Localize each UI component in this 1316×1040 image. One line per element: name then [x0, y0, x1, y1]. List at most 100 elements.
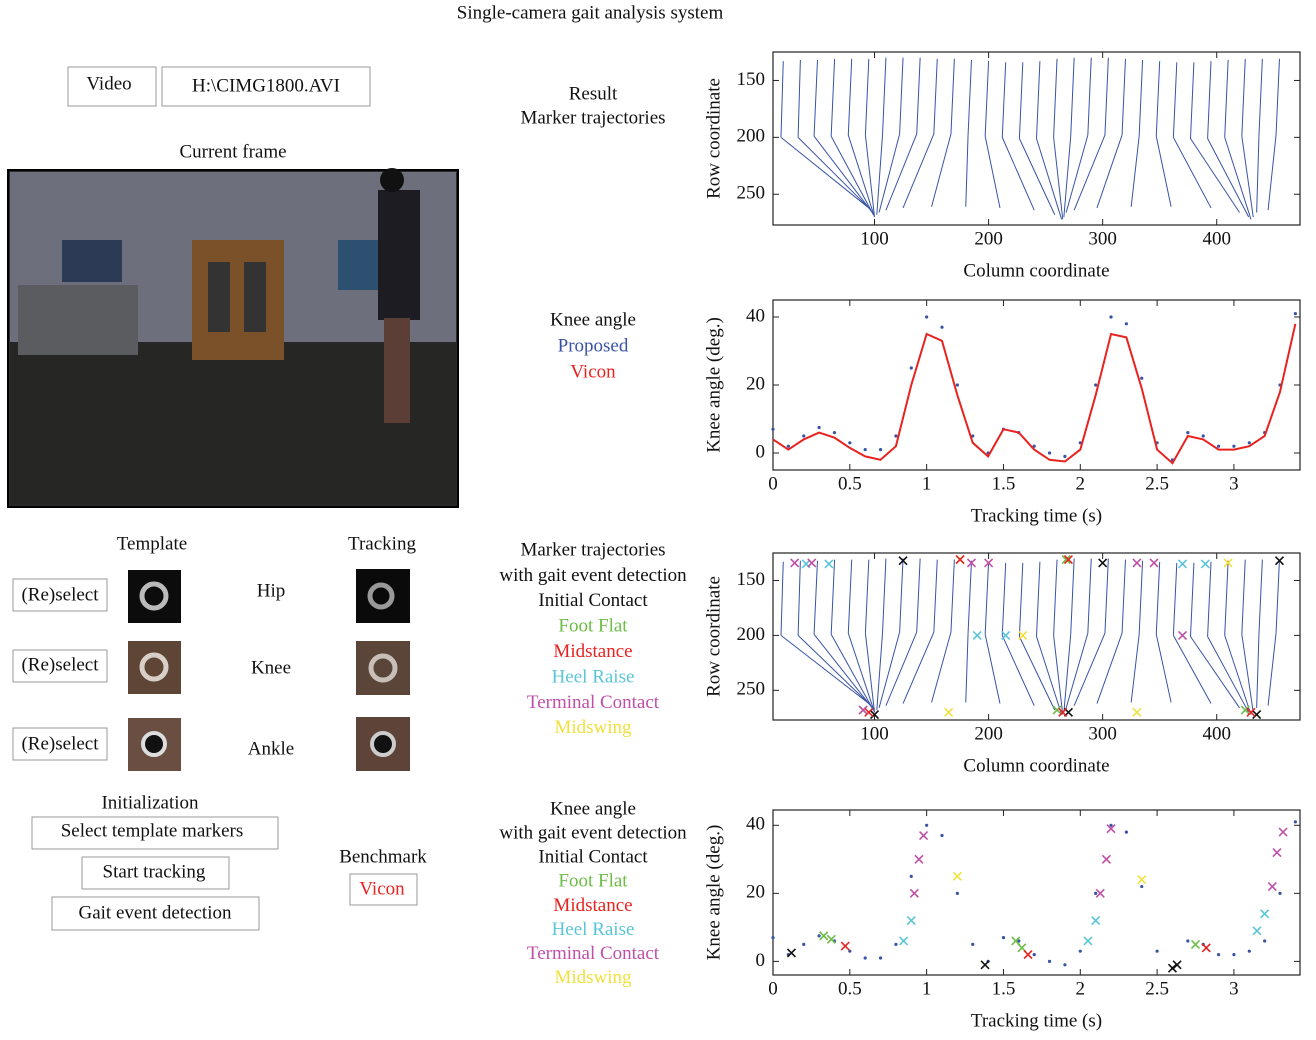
- thigh-segment: [1259, 59, 1262, 136]
- data-point: [1109, 824, 1112, 827]
- chart-title: with gait event detection: [499, 565, 687, 586]
- reselect-button[interactable]: (Re)select: [13, 650, 107, 682]
- data-point: [1048, 960, 1051, 963]
- thigh-segment: [1122, 560, 1125, 634]
- event-marker: [1261, 910, 1269, 918]
- event-marker: [1279, 828, 1287, 836]
- event-marker: [825, 560, 833, 568]
- shank-segment: [1268, 633, 1276, 706]
- y-tick-label: 250: [737, 679, 766, 700]
- legend-entry: Foot Flat: [558, 616, 628, 637]
- thigh-segment: [781, 61, 783, 137]
- data-point: [925, 315, 928, 318]
- thigh-segment: [865, 560, 868, 634]
- data-point: [1033, 953, 1036, 956]
- joint-label: Knee: [251, 657, 291, 678]
- shank-segment: [966, 135, 968, 207]
- thigh-segment: [900, 58, 903, 134]
- vicon-button[interactable]: Vicon: [350, 874, 417, 905]
- data-point: [1263, 939, 1266, 942]
- thigh-segment: [934, 560, 937, 633]
- x-tick-label: 200: [974, 723, 1003, 744]
- data-point: [1063, 963, 1066, 966]
- shank-segment: [1208, 139, 1249, 218]
- event-marker: [827, 935, 835, 943]
- y-tick-label: 200: [737, 624, 766, 645]
- shank-segment: [886, 632, 917, 706]
- legend-entry: Vicon: [570, 361, 616, 382]
- x-tick-label: 0: [768, 473, 778, 494]
- button-label: Select template markers: [61, 820, 244, 841]
- tracking-thumb: [356, 641, 410, 695]
- gait-analysis-app: Single-camera gait analysis system Video…: [0, 0, 1316, 1040]
- x-tick-label: 1: [922, 473, 932, 494]
- event-marker: [956, 556, 964, 564]
- shank-segment: [1257, 136, 1259, 212]
- charts: ResultMarker trajectories100200300400150…: [499, 52, 1300, 1031]
- event-marker: [1133, 708, 1141, 716]
- data-point: [802, 434, 805, 437]
- data-point: [956, 383, 959, 386]
- thigh-segment: [968, 60, 971, 135]
- event-marker: [1102, 855, 1110, 863]
- event-marker: [920, 832, 928, 840]
- data-point: [1140, 377, 1143, 380]
- benchmark-label: Benchmark: [339, 846, 427, 867]
- thigh-segment: [1156, 61, 1159, 136]
- y-axis-label: Knee angle (deg.): [703, 317, 724, 453]
- shank-segment: [1242, 136, 1253, 217]
- data-point: [833, 431, 836, 434]
- x-tick-label: 3: [1229, 473, 1239, 494]
- thigh-segment: [883, 58, 886, 135]
- shank-segment: [932, 134, 951, 207]
- event-marker: [1273, 849, 1281, 857]
- reselect-button[interactable]: (Re)select: [13, 579, 107, 611]
- y-tick-label: 40: [746, 305, 765, 326]
- data-point: [910, 875, 913, 878]
- legend-entry: Midswing: [554, 717, 632, 738]
- legend-entry: Terminal Contact: [527, 692, 660, 713]
- thigh-segment: [865, 59, 868, 135]
- thigh-segment: [900, 558, 903, 632]
- data-point: [1278, 892, 1281, 895]
- tracking-thumb: [356, 569, 410, 623]
- x-tick-label: 300: [1088, 228, 1117, 249]
- data-point: [864, 956, 867, 959]
- event-marker: [953, 872, 961, 880]
- reselect-button[interactable]: (Re)select: [13, 728, 107, 760]
- select-template-button[interactable]: Select template markers: [32, 817, 278, 849]
- start-tracking-button[interactable]: Start tracking: [82, 857, 229, 889]
- video-button[interactable]: Video: [68, 67, 156, 106]
- shank-segment: [1268, 135, 1276, 210]
- plot-frame: [773, 810, 1300, 975]
- shank-segment: [1131, 634, 1139, 702]
- data-point: [910, 366, 913, 369]
- data-point: [1294, 820, 1297, 823]
- button-label: (Re)select: [21, 733, 99, 754]
- event-marker: [945, 708, 953, 716]
- x-tick-label: 0.5: [838, 978, 862, 999]
- thigh-segment: [798, 60, 800, 137]
- gait-event-button[interactable]: Gait event detection: [52, 897, 259, 930]
- chart-title: Marker trajectories: [520, 539, 665, 560]
- thigh-segment: [1002, 62, 1005, 137]
- thigh-segment: [985, 562, 988, 635]
- joint-label: Ankle: [248, 738, 294, 759]
- x-tick-label: 3: [1229, 978, 1239, 999]
- event-marker: [1202, 944, 1210, 952]
- legend-entry: Initial Contact: [538, 847, 648, 868]
- data-point: [940, 326, 943, 329]
- shank-segment: [1156, 136, 1171, 207]
- data-point: [879, 956, 882, 959]
- y-tick-label: 40: [746, 814, 765, 835]
- shank-segment: [1173, 635, 1211, 703]
- shank-segment: [886, 134, 917, 210]
- x-tick-label: 100: [860, 228, 889, 249]
- data-point: [879, 448, 882, 451]
- video-path-box[interactable]: H:\CIMG1800.AVI: [162, 67, 370, 106]
- thigh-segment: [1208, 562, 1211, 637]
- shank-segment: [1173, 137, 1211, 208]
- event-marker: [1179, 631, 1187, 639]
- data-point: [1156, 950, 1159, 953]
- legend-entry: Terminal Contact: [527, 943, 660, 964]
